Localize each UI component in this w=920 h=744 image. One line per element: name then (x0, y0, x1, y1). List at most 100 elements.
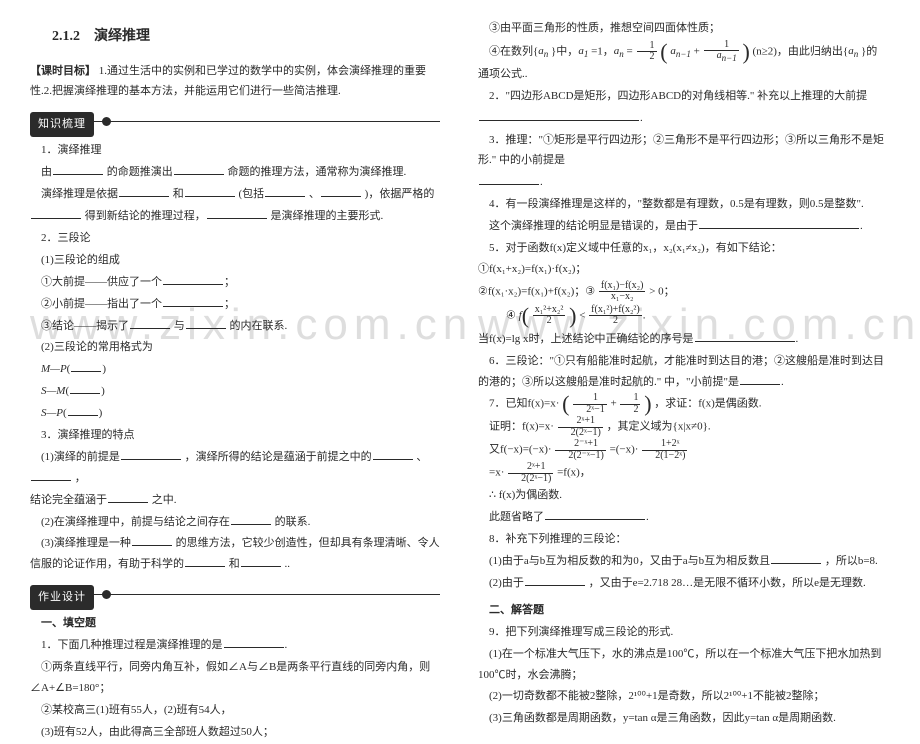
rparen-icon: ) (742, 39, 749, 64)
blank (68, 406, 98, 416)
q2: 2．"四边形ABCD是矩形，四边形ABCD的对角线相等." 补充以上推理的大前提 (478, 86, 888, 107)
goal-label: 【课时目标】 (30, 65, 96, 77)
q8a: (1)由于a与b互为相反数的和为0，又由于a与b互为相反数且 ，所以b=8. (478, 551, 888, 572)
q4: 4．有一段演绎推理是这样的，"整数都是有理数，0.5是有理数，则0.5是整数". (478, 194, 888, 215)
blank (31, 209, 81, 219)
ribbon-homework: 作业设计 (30, 585, 440, 605)
ribbon-label: 知识梳理 (30, 112, 94, 137)
q9b: (2)一切奇数都不能被2整除，2¹⁰⁰+1是奇数，所以2¹⁰⁰+1不能被2整除； (478, 686, 888, 707)
text: 的命题推演出 (107, 166, 173, 178)
right-column: www.zixin.com.cn ③由平面三角形的性质，推想空间四面体性质； ④… (478, 18, 888, 744)
para-34: (3)演绎推理是一种 的思维方法，它较少创造性，但却具有条理清晰、令人信服的论证… (30, 533, 440, 575)
para-21b: ②小前提——指出了一个 ； (30, 294, 440, 315)
q1: 1．下面几种推理过程是演绎推理的是. (30, 635, 440, 656)
text: ，又由于e=2.718 28…是无限不循环小数，所以e是无理数. (589, 577, 866, 589)
q1a: ①两条直线平行，同旁内角互补，假如∠A与∠B是两条平行直线的同旁内角，则∠A+∠… (30, 657, 440, 699)
q1b: ②某校高三(1)班有55人，(2)班有54人， (30, 700, 440, 721)
text: 证明：f(x)=x· (489, 421, 554, 433)
blank (545, 510, 645, 520)
text: 的内在联系. (230, 320, 288, 332)
rparen-icon: ) (644, 391, 651, 416)
ribbon-knowledge: 知识梳理 (30, 112, 440, 132)
text: (2)在演绎推理中，前提与结论之间存在 (41, 516, 230, 528)
text: 演绎推理是依据 (41, 188, 118, 200)
para-32: 结论完全蕴涵于 之中. (30, 490, 440, 511)
formula-2: S—M() (30, 381, 440, 402)
blank (479, 175, 539, 185)
frac-den: 2 (620, 405, 640, 416)
q6: 6．三段论："①只有船能准时起航，才能准时到达目的港；②这艘船是准时到达目的港的… (478, 351, 888, 393)
formula-3: S—P() (30, 403, 440, 424)
left-column: www.zixin.com.cn 2.1.2 演绎推理 【课时目标】 1.通过生… (30, 18, 440, 744)
blank (163, 297, 223, 307)
text: }中， (551, 45, 578, 57)
q3-blank: . (478, 172, 888, 193)
section-title: 2.1.2 演绎推理 (52, 24, 440, 51)
text: 之中. (152, 494, 177, 506)
blank (70, 384, 100, 394)
blank (185, 187, 235, 197)
para-21a: ①大前提——供应了一个； (30, 272, 440, 293)
para-31: (1)演绎的前提是 ，演绎所得的结论是蕴涵于前提之中的 、 ， (30, 447, 440, 489)
text: =x· (489, 467, 504, 479)
blank (174, 165, 224, 175)
r-p1: ④在数列{an }中，a1 =1，an = 12 ( an−1 + 1an−1 … (478, 40, 888, 85)
text: )，依据严格的 (365, 188, 435, 200)
blank (265, 187, 305, 197)
ribbon-label: 作业设计 (30, 585, 94, 610)
blank (740, 375, 780, 385)
ribbon-dot-icon (102, 590, 111, 599)
proof-4: ∴ f(x)为偶函数. (478, 485, 888, 506)
blank (207, 209, 267, 219)
text: ； (224, 298, 235, 310)
para-2: 演绎推理是依据 和 (包括 、 )，依据严格的 (30, 184, 440, 205)
text: ③结论——揭示了 (41, 320, 129, 332)
text: (3)演绎推理是一种 (41, 537, 131, 549)
blank (695, 332, 795, 342)
blank (121, 450, 181, 460)
frac-den: 2 (637, 52, 657, 63)
frac-den: 2(2ˣ−1) (558, 428, 603, 439)
q1c: (3)班有52人，由此得高三全部班人数超过50人； (30, 722, 440, 743)
para-1: 由 的命题推演出 命题的推理方法，通常称为演绎推理. (30, 162, 440, 183)
q9: 9．把下列演绎推理写成三段论的形式. (478, 622, 888, 643)
rparen-icon: ) (569, 303, 576, 328)
q4b: 这个演绎推理的结论明显是错误的，是由于. (478, 216, 888, 237)
heading-1: 1．演绎推理 (30, 140, 440, 161)
proof-2: 又f(−x)=(−x)· 2⁻ˣ+12(2⁻ˣ−1) =(−x)· 1+2ˣ2(… (478, 439, 888, 461)
q8b: (2)由于 ，又由于e=2.718 28…是无限不循环小数，所以e是无理数. (478, 573, 888, 594)
text: ，求证：f(x)是偶函数. (654, 398, 761, 410)
text: 7．已知f(x)=x· (489, 398, 559, 410)
lparen-icon: ( (562, 391, 569, 416)
proof-1: 证明：f(x)=x· 2ˣ+12(2ˣ−1) ，其定义域为{x|x≠0}. (478, 416, 888, 438)
blank (132, 537, 172, 547)
q9a: (1)在一个标准大气压下，水的沸点是100℃，所以在一个标准大气压下把水加热到1… (478, 644, 888, 686)
frac-den: 2 (533, 316, 566, 327)
blank (130, 319, 170, 329)
frac-den: 2ˣ−1 (573, 405, 607, 416)
blank (771, 554, 821, 564)
document-page: www.zixin.com.cn 2.1.2 演绎推理 【课时目标】 1.通过生… (0, 0, 920, 744)
blank (321, 187, 361, 197)
section-solve: 二、解答题 (478, 600, 888, 621)
text: ，其定义域为{x|x≠0}. (607, 421, 711, 433)
text: ，演绎所得的结论是蕴涵于前提之中的 (185, 451, 372, 463)
section-fill: 一、填空题 (30, 613, 440, 634)
text: (包括 (239, 188, 265, 200)
text: (2)由于 (489, 577, 524, 589)
text: . (285, 558, 288, 570)
frac-den: 2 (589, 316, 642, 327)
text: (1)演绎的前提是 (41, 451, 120, 463)
blank (163, 275, 223, 285)
text: ，所以b=8. (825, 555, 878, 567)
q5b: ②f(x₁·x₂)=f(x₁)+f(x₂)；③ f(x₁)−f(x₂)x₁−x₂… (478, 281, 888, 303)
blank (71, 362, 101, 372)
text: ②小前提——指出了一个 (41, 298, 162, 310)
blank (525, 576, 585, 586)
text: 又f(−x)=(−x)· (489, 444, 552, 456)
lparen-icon: ( (660, 39, 667, 64)
text: (1)由于a与b互为相反数的和为0，又由于a与b互为相反数且 (489, 555, 770, 567)
text: 和 (173, 188, 184, 200)
text: 的联系. (275, 516, 311, 528)
text: =f(x)， (557, 467, 591, 479)
